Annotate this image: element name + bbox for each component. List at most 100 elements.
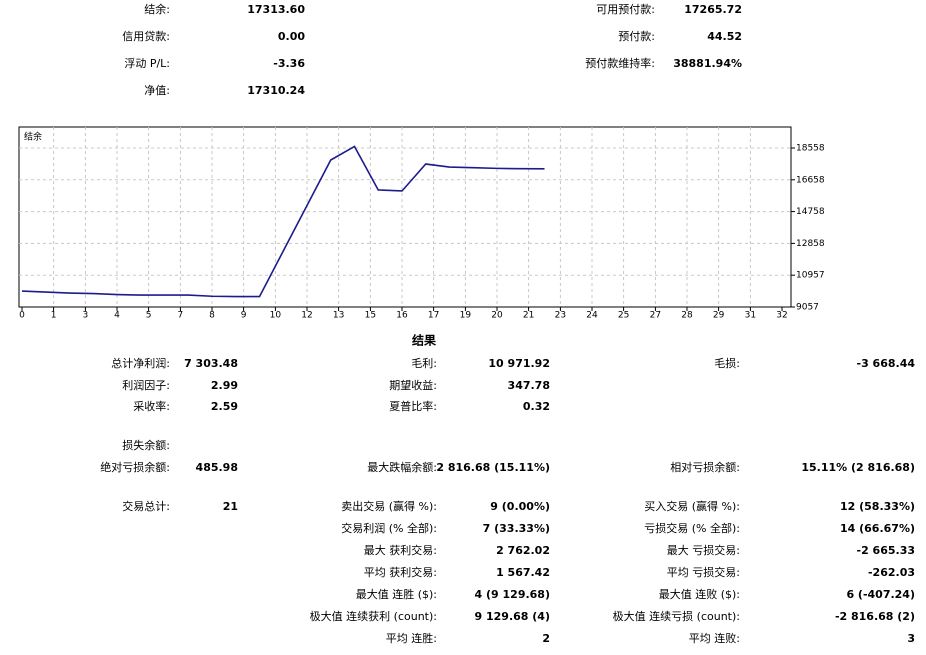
result-label: 总计净利润:	[111, 356, 170, 370]
result-label: 交易利润 (% 全部):	[341, 521, 437, 535]
x-tick-label: 27	[650, 311, 661, 321]
result-value: 15.11% (2 816.68)	[801, 461, 915, 474]
result-label: 毛损:	[714, 356, 740, 370]
result-label: 平均 亏损交易:	[667, 565, 740, 579]
result-value: -2 665.33	[857, 544, 916, 557]
x-tick-label: 10	[270, 311, 282, 321]
summary-value: 17265.72	[684, 3, 742, 16]
y-tick-label: 18558	[796, 143, 825, 153]
result-value: 3	[907, 632, 915, 645]
result-value: 2.99	[211, 379, 238, 392]
summary-value: 17310.24	[247, 84, 305, 97]
y-tick-label: 10957	[796, 271, 825, 281]
result-value: 347.78	[508, 379, 550, 392]
result-value: -2 816.68 (2)	[835, 610, 915, 623]
x-tick-label: 12	[301, 311, 312, 321]
x-tick-label: 8	[209, 311, 215, 321]
x-tick-label: 13	[333, 311, 344, 321]
result-value: 9 129.68 (4)	[475, 610, 550, 623]
result-label: 利润因子:	[122, 378, 170, 392]
result-value: 1 567.42	[496, 566, 550, 579]
x-tick-label: 23	[555, 311, 566, 321]
result-value: 10 971.92	[488, 357, 550, 370]
x-tick-label: 17	[428, 311, 439, 321]
x-tick-label: 7	[178, 311, 184, 321]
result-value: 2	[542, 632, 550, 645]
result-value: 12 (58.33%)	[840, 500, 915, 513]
result-label: 买入交易 (赢得 %):	[644, 499, 740, 513]
x-tick-label: 28	[681, 311, 693, 321]
x-tick-label: 32	[776, 311, 787, 321]
x-tick-label: 9	[241, 311, 247, 321]
result-label: 采收率:	[133, 399, 170, 413]
summary-label: 信用贷款:	[122, 29, 170, 43]
result-value: 485.98	[196, 461, 238, 474]
result-label: 期望收益:	[389, 378, 437, 392]
result-value: 21	[223, 500, 238, 513]
result-label: 交易总计:	[122, 499, 170, 513]
result-label: 平均 获利交易:	[364, 565, 437, 579]
result-value: 7 (33.33%)	[483, 522, 550, 535]
x-tick-label: 16	[396, 311, 408, 321]
summary-label: 浮动 P/L:	[124, 57, 170, 70]
result-label: 最大值 连胜 ($):	[356, 587, 437, 601]
result-label: 最大值 连败 ($):	[659, 587, 740, 601]
result-value: 14 (66.67%)	[840, 522, 915, 535]
result-label: 绝对亏损余额:	[100, 460, 170, 474]
x-tick-label: 1	[51, 311, 57, 321]
y-tick-label: 16658	[796, 175, 825, 185]
result-value: 2 816.68 (15.11%)	[436, 461, 550, 474]
x-tick-label: 19	[460, 311, 472, 321]
result-label: 极大值 连续亏损 (count):	[613, 609, 740, 623]
result-label: 夏普比率:	[389, 399, 437, 413]
results-title: 结果	[412, 333, 436, 348]
x-tick-label: 15	[365, 311, 376, 321]
result-value: 4 (9 129.68)	[475, 588, 550, 601]
summary-value: 38881.94%	[673, 57, 742, 70]
result-value: 6 (-407.24)	[846, 588, 915, 601]
x-tick-label: 25	[618, 311, 629, 321]
summary-value: 44.52	[707, 30, 742, 43]
chart-label: 结余	[24, 131, 42, 143]
result-label: 平均 连败:	[689, 631, 740, 645]
result-value: 2.59	[211, 400, 238, 413]
y-tick-label: 14758	[796, 207, 825, 217]
x-tick-label: 21	[523, 311, 534, 321]
y-tick-label: 9057	[796, 303, 819, 313]
x-tick-label: 24	[586, 311, 598, 321]
summary-label: 净值:	[144, 83, 170, 97]
x-tick-label: 0	[19, 311, 25, 321]
balance-line	[21, 145, 545, 298]
summary-label: 结余:	[144, 2, 170, 16]
result-value: 9 (0.00%)	[490, 500, 550, 513]
x-tick-label: 29	[713, 311, 725, 321]
result-label: 相对亏损余额:	[670, 460, 740, 474]
summary-value: 17313.60	[247, 3, 305, 16]
result-label: 平均 连胜:	[386, 631, 437, 645]
result-label: 最大 获利交易:	[364, 543, 437, 557]
result-value: -3 668.44	[857, 357, 916, 370]
result-value: 7 303.48	[184, 357, 238, 370]
summary-label: 可用预付款:	[596, 2, 655, 16]
y-tick-label: 12858	[796, 239, 825, 249]
x-tick-label: 31	[745, 311, 756, 321]
summary-label: 预付款维持率:	[585, 56, 655, 70]
result-label: 损失余额:	[122, 438, 170, 452]
x-tick-label: 4	[114, 311, 120, 321]
result-value: 2 762.02	[496, 544, 550, 557]
result-label: 极大值 连续获利 (count):	[310, 609, 437, 623]
summary-label: 预付款:	[618, 29, 655, 43]
result-label: 亏损交易 (% 全部):	[644, 521, 740, 535]
chart-frame	[18, 126, 792, 308]
result-value: 0.32	[523, 400, 550, 413]
x-tick-label: 5	[146, 311, 152, 321]
result-value: -262.03	[868, 566, 915, 579]
result-label: 毛利:	[411, 357, 437, 370]
result-label: 最大跌幅余额:	[367, 460, 437, 474]
summary-value: -3.36	[273, 57, 305, 70]
result-label: 卖出交易 (赢得 %):	[341, 499, 437, 513]
x-tick-label: 20	[491, 311, 503, 321]
x-tick-label: 3	[83, 311, 89, 321]
